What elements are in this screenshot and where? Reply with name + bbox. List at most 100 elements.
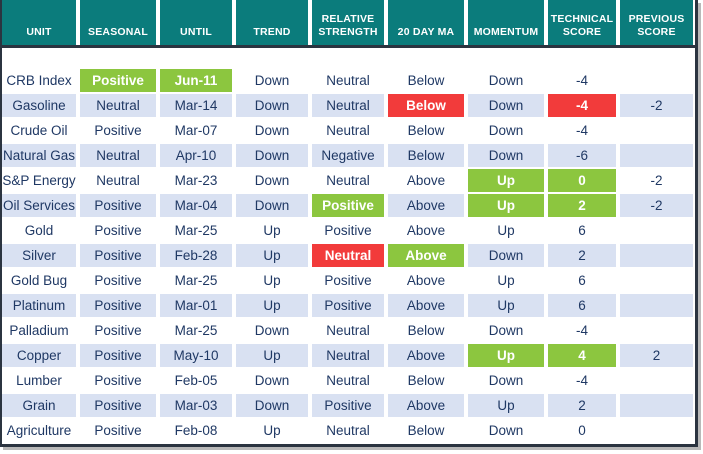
previous-score-cell bbox=[620, 369, 693, 392]
unit-cell: Natural Gas bbox=[2, 144, 76, 167]
seasonal-cell: Neutral bbox=[80, 144, 156, 167]
trend-cell: Down bbox=[254, 323, 290, 338]
seasonal-cell: Positive bbox=[94, 123, 142, 138]
previous-score-cell: -2 bbox=[650, 173, 663, 188]
seasonal-cell: Positive bbox=[80, 69, 156, 92]
technical-score-cell: -4 bbox=[548, 94, 616, 117]
previous-score-cell bbox=[620, 269, 693, 292]
20-day-ma-cell: Above bbox=[388, 194, 464, 217]
relative-strength-cell: Neutral bbox=[326, 173, 370, 188]
unit-cell: Gold bbox=[24, 223, 54, 238]
relative-strength-cell: Negative bbox=[312, 144, 384, 167]
previous-score-cell bbox=[620, 394, 693, 417]
previous-score-cell bbox=[620, 144, 693, 167]
relative-strength-cell: Neutral bbox=[312, 94, 384, 117]
trend-cell: Down bbox=[236, 94, 308, 117]
momentum-cell: Up bbox=[497, 273, 515, 288]
20-day-ma-cell: Below bbox=[407, 373, 445, 388]
previous-score-cell bbox=[620, 319, 693, 342]
seasonal-cell: Positive bbox=[80, 344, 156, 367]
technical-score-cell: -4 bbox=[575, 123, 588, 138]
relative-strength-cell: Positive bbox=[312, 394, 384, 417]
seasonal-cell: Positive bbox=[80, 394, 156, 417]
momentum-cell: Down bbox=[488, 423, 524, 438]
previous-score-cell bbox=[620, 219, 693, 242]
trend-cell: Down bbox=[236, 144, 308, 167]
until-cell: Mar-23 bbox=[174, 173, 218, 188]
20-day-ma-cell: Above bbox=[406, 273, 446, 288]
momentum-cell: Down bbox=[488, 323, 524, 338]
20-day-ma-cell: Above bbox=[388, 244, 464, 267]
unit-cell: Crude Oil bbox=[10, 123, 68, 138]
trend-cell: Down bbox=[254, 373, 290, 388]
trend-cell: Up bbox=[263, 273, 281, 288]
table-row: Gold Positive Mar-25 Up Positive Above Up 6 bbox=[2, 219, 695, 242]
trend-cell: Up bbox=[236, 244, 308, 267]
technical-score-cell: 4 bbox=[548, 344, 616, 367]
momentum-cell: Down bbox=[468, 244, 544, 267]
seasonal-cell: Positive bbox=[94, 373, 142, 388]
relative-strength-cell: Positive bbox=[312, 194, 384, 217]
trend-cell: Up bbox=[263, 423, 281, 438]
unit-cell: CRB Index bbox=[6, 73, 72, 88]
momentum-cell: Down bbox=[468, 94, 544, 117]
table-row: Gold Bug Positive Mar-25 Up Positive Above Up 6 bbox=[2, 269, 695, 292]
column-header-seasonal: SEASONAL bbox=[80, 0, 156, 45]
column-header-trend: TREND bbox=[236, 0, 308, 45]
column-header-label: UNIT bbox=[26, 26, 52, 39]
column-header-unit: UNIT bbox=[2, 0, 76, 45]
momentum-cell: Down bbox=[488, 123, 524, 138]
column-header-label: PREVIOUS SCORE bbox=[628, 12, 685, 39]
momentum-cell: Up bbox=[497, 223, 515, 238]
unit-cell: Lumber bbox=[16, 373, 62, 388]
seasonal-cell: Positive bbox=[80, 194, 156, 217]
unit-cell: Oil Services bbox=[2, 194, 76, 217]
relative-strength-cell: Neutral bbox=[326, 373, 370, 388]
table-row: Silver Positive Feb-28 Up Neutral Above Down 2 bbox=[2, 244, 695, 267]
trend-cell: Up bbox=[236, 294, 308, 317]
table-row: Gasoline Neutral Mar-14 Down Neutral Below Dow… bbox=[2, 94, 695, 117]
trend-cell: Down bbox=[254, 73, 290, 88]
20-day-ma-cell: Above bbox=[406, 173, 446, 188]
column-header-label: SEASONAL bbox=[88, 26, 148, 39]
unit-cell: Silver bbox=[2, 244, 76, 267]
unit-cell: Gold Bug bbox=[10, 273, 68, 288]
table-body: CRB Index Positive Jun-11 Down Neutral Below D… bbox=[2, 48, 695, 444]
column-header-previous-score: PREVIOUS SCORE bbox=[620, 0, 693, 45]
until-cell: Jun-11 bbox=[160, 69, 232, 92]
column-header-momentum: MOMENTUM bbox=[468, 0, 544, 45]
relative-strength-cell: Positive bbox=[324, 273, 372, 288]
seasonal-cell: Positive bbox=[80, 244, 156, 267]
20-day-ma-cell: Below bbox=[388, 144, 464, 167]
seasonal-cell: Positive bbox=[94, 423, 142, 438]
unit-cell: Grain bbox=[2, 394, 76, 417]
trend-cell: Down bbox=[236, 394, 308, 417]
20-day-ma-cell: Below bbox=[407, 323, 445, 338]
20-day-ma-cell: Below bbox=[407, 423, 445, 438]
trend-cell: Up bbox=[236, 344, 308, 367]
technical-score-cell: 2 bbox=[548, 194, 616, 217]
table-row: Copper Positive May-10 Up Neutral Above Up 4 2 bbox=[2, 344, 695, 367]
technical-score-cell: -4 bbox=[575, 73, 588, 88]
seasonal-cell: Positive bbox=[94, 223, 142, 238]
technical-score-cell: 6 bbox=[578, 223, 586, 238]
technical-score-cell: -4 bbox=[575, 373, 588, 388]
column-header-relative-strength: RELATIVE STRENGTH bbox=[312, 0, 384, 45]
column-header-until: UNTIL bbox=[160, 0, 232, 45]
trend-cell: Up bbox=[263, 223, 281, 238]
table-row: Crude Oil Positive Mar-07 Down Neutral Below D… bbox=[2, 119, 695, 142]
previous-score-cell: -2 bbox=[620, 94, 693, 117]
table-row: Natural Gas Neutral Apr-10 Down Negative Belo… bbox=[2, 144, 695, 167]
header-row: UNIT SEASONAL UNTIL TREND RELATIVE STRENGTH 2… bbox=[2, 0, 695, 48]
relative-strength-cell: Positive bbox=[312, 294, 384, 317]
momentum-cell: Up bbox=[468, 194, 544, 217]
table-row: CRB Index Positive Jun-11 Down Neutral Below D… bbox=[2, 69, 695, 92]
momentum-cell: Up bbox=[468, 344, 544, 367]
until-cell: Feb-28 bbox=[160, 244, 232, 267]
20-day-ma-cell: Above bbox=[388, 294, 464, 317]
previous-score-cell: 2 bbox=[620, 344, 693, 367]
technical-score-cell: 6 bbox=[578, 273, 586, 288]
until-cell: May-10 bbox=[160, 344, 232, 367]
momentum-cell: Down bbox=[488, 373, 524, 388]
table-row: Lumber Positive Feb-05 Down Neutral Below Down… bbox=[2, 369, 695, 392]
